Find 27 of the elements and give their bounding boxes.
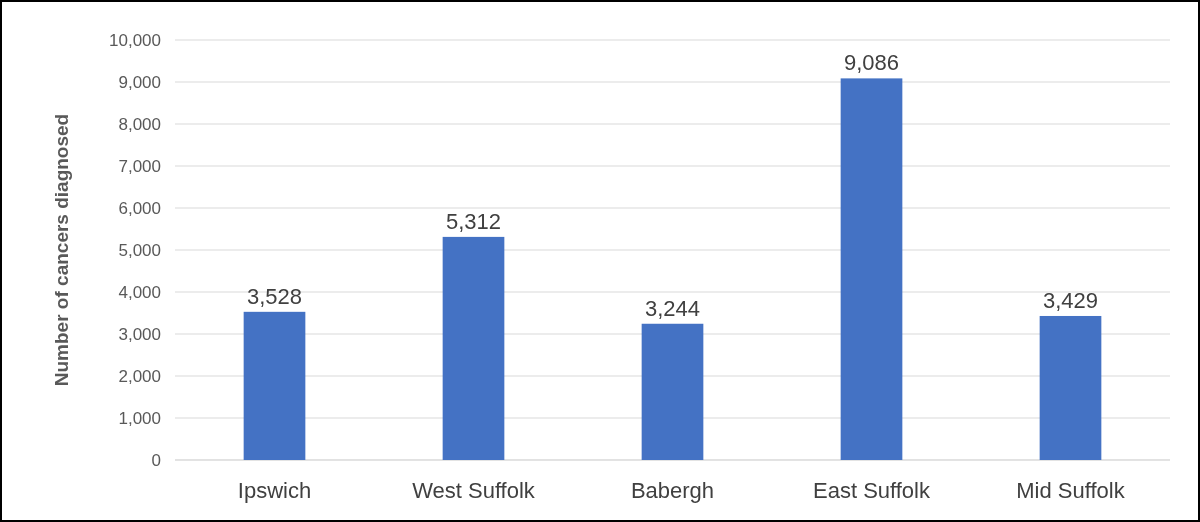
data-label: 3,429 xyxy=(1042,287,1099,313)
y-axis-title: Number of cancers diagnosed xyxy=(51,113,72,387)
y-tick-label: 8,000 xyxy=(118,114,161,134)
y-tick-label: 5,000 xyxy=(118,240,161,260)
data-label: 9,086 xyxy=(843,50,900,76)
y-tick-label: 4,000 xyxy=(118,282,161,302)
bar xyxy=(1039,315,1102,460)
y-tick-label: 7,000 xyxy=(118,156,161,176)
y-tick-label: 1,000 xyxy=(118,408,161,428)
y-tick-label: 3,000 xyxy=(118,324,161,344)
data-label: 3,528 xyxy=(246,283,303,309)
x-tick-label: Babergh xyxy=(630,478,715,503)
x-tick-label: East Suffolk xyxy=(813,478,931,503)
bar xyxy=(641,323,704,460)
data-label: 5,312 xyxy=(445,208,502,234)
bar xyxy=(840,78,903,460)
data-label: 3,244 xyxy=(644,295,701,321)
bar xyxy=(442,236,505,460)
y-tick-label: 6,000 xyxy=(118,198,161,218)
y-tick-label: 9,000 xyxy=(118,72,161,92)
x-tick-label: Mid Suffolk xyxy=(1016,478,1126,503)
y-tick-label: 2,000 xyxy=(118,366,161,386)
bar xyxy=(243,311,306,460)
x-tick-label: Ipswich xyxy=(237,478,312,503)
y-tick-label: 10,000 xyxy=(109,30,161,50)
y-tick-label: 0 xyxy=(151,450,161,470)
x-tick-label: West Suffolk xyxy=(412,478,536,503)
